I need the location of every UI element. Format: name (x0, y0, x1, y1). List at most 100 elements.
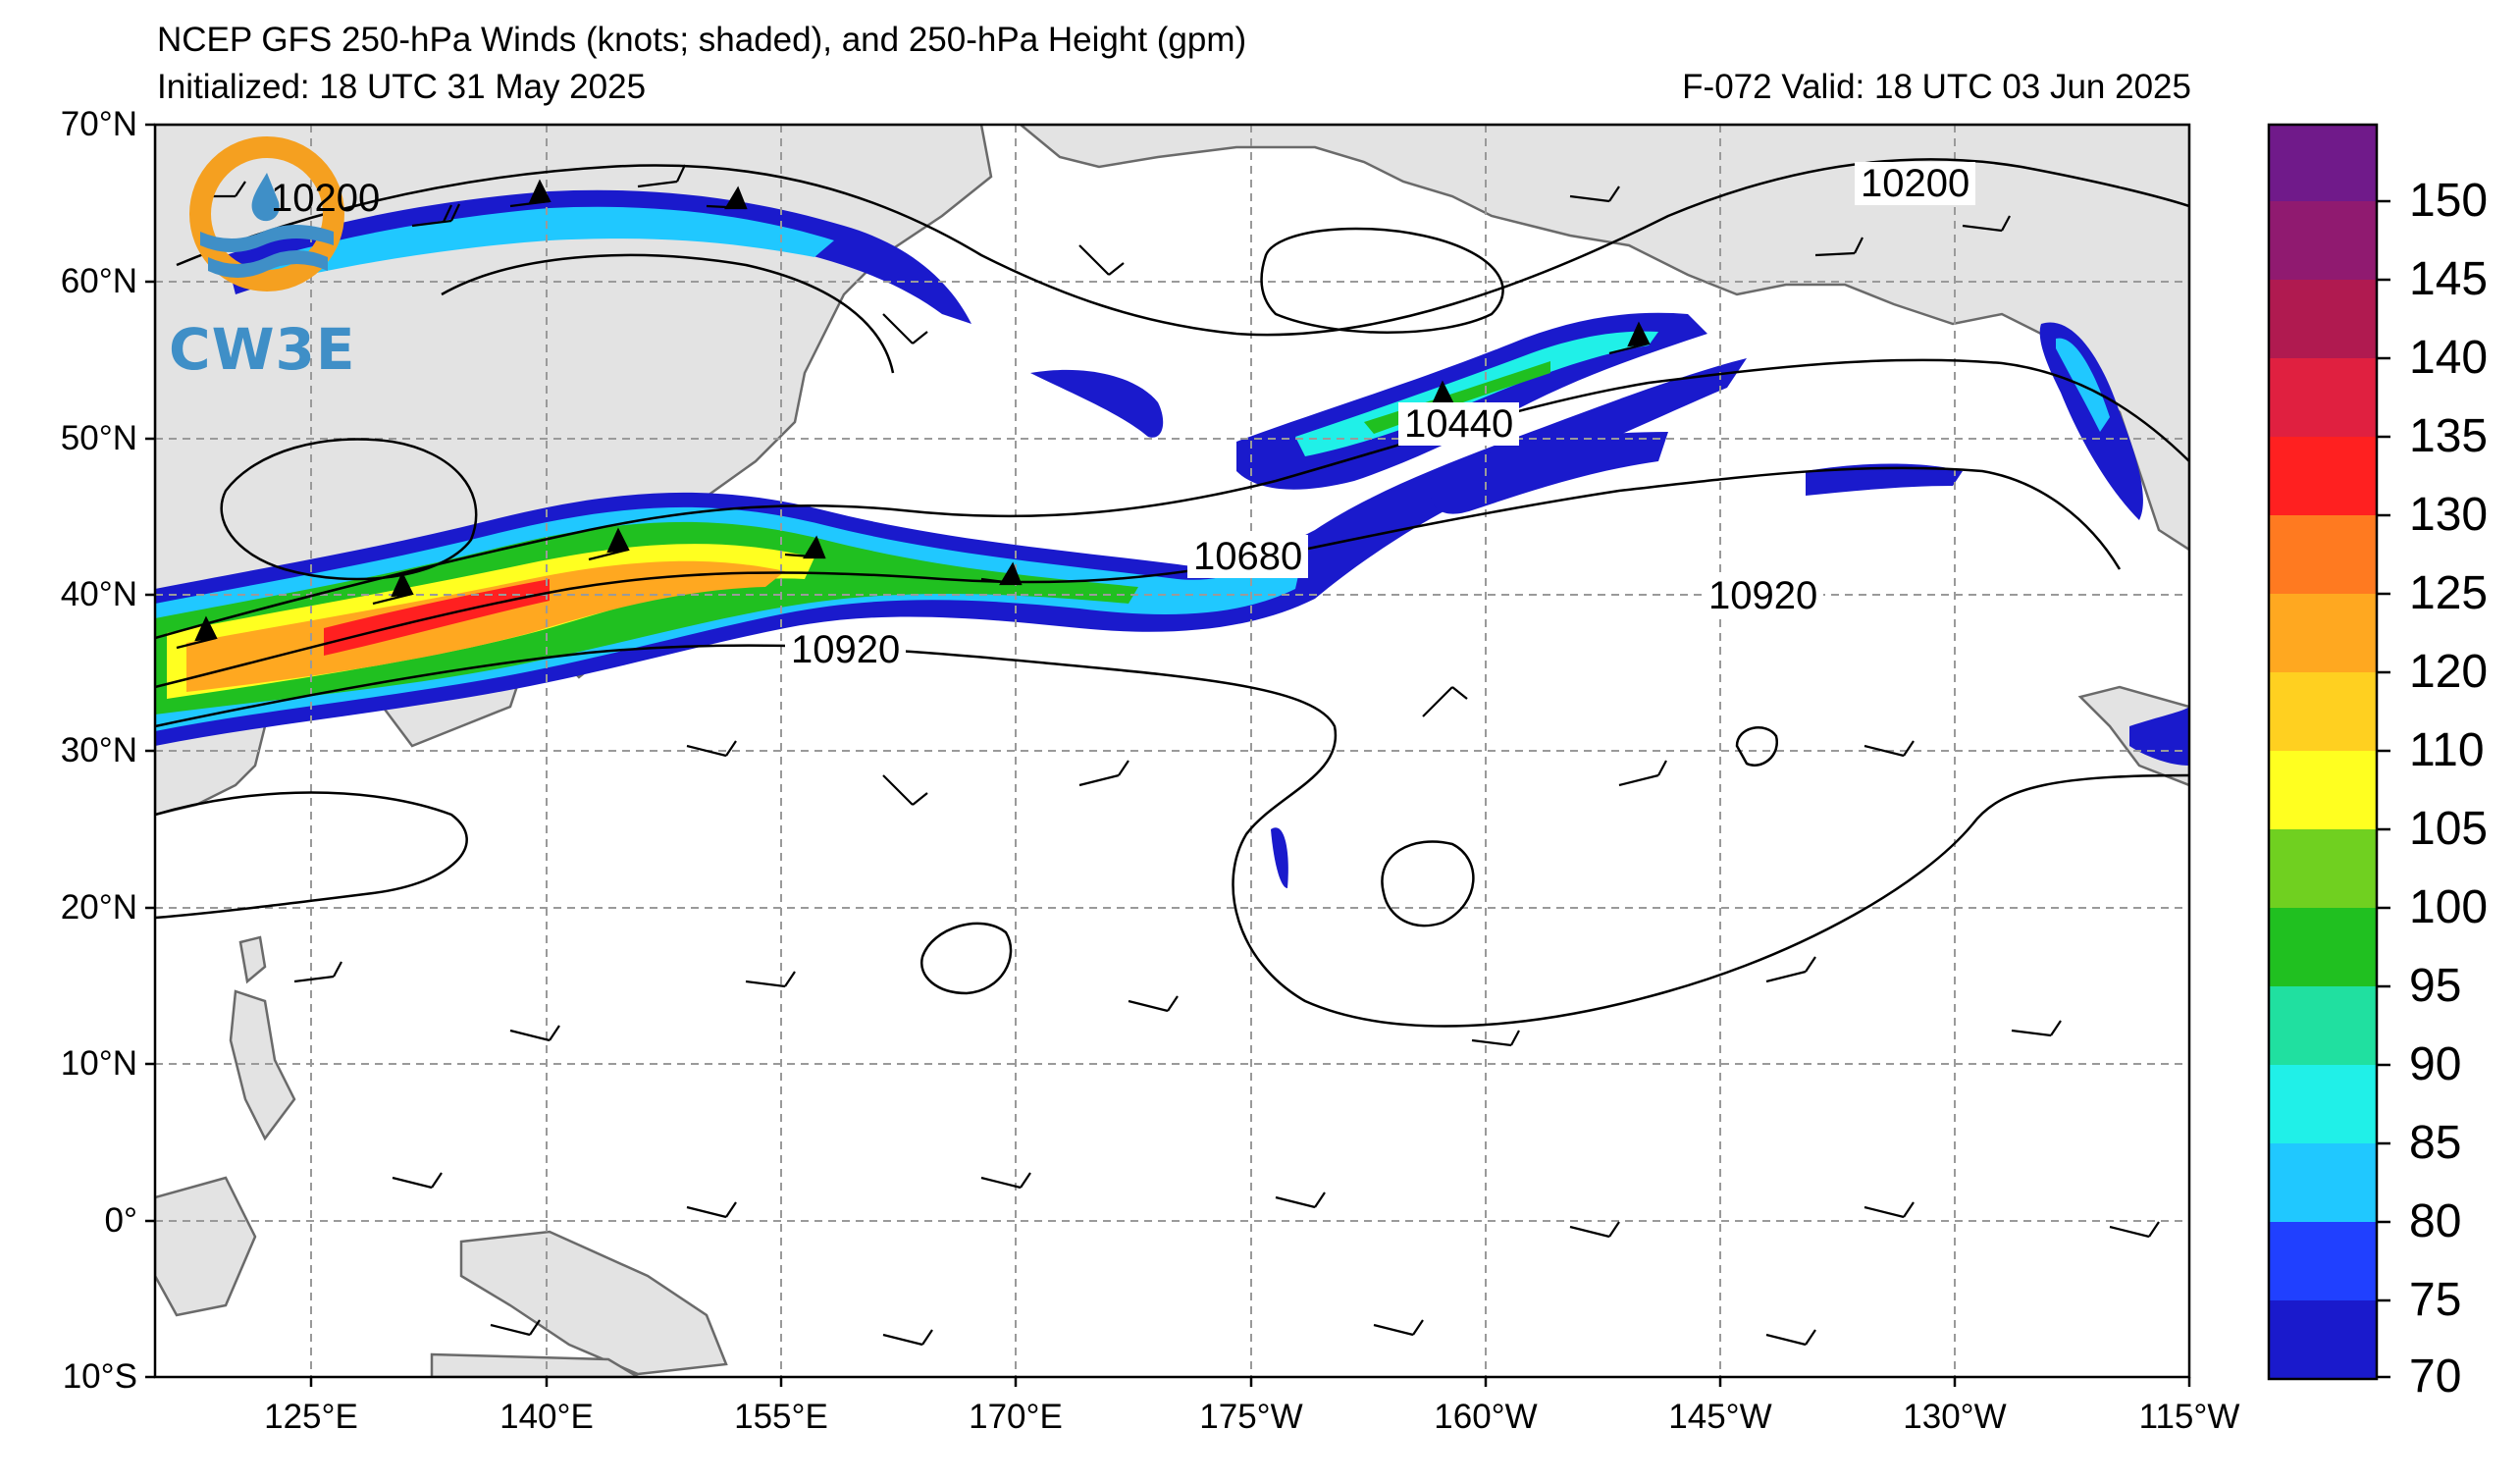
colorbar-label: 110 (2409, 724, 2485, 776)
coast-jet (2039, 322, 2143, 520)
lat-label: 60°N (60, 262, 137, 300)
wind-barb (1569, 185, 1620, 203)
wind-barb-pennant (588, 527, 630, 561)
lat-label: 10°S (62, 1357, 137, 1396)
contour-label-10200-west: 10200 (271, 177, 381, 220)
colorbar-label: 75 (2409, 1274, 2462, 1326)
wind-barb (2011, 1020, 2062, 1037)
wind-barb (1078, 244, 1125, 276)
graticule (155, 125, 2189, 1377)
contour-label-10920-east: 10920 (1703, 574, 1824, 617)
contour-10920 (155, 644, 2189, 1028)
contour-label-10680: 10680 (1187, 535, 1309, 578)
contour-label-10920-west: 10920 (785, 628, 907, 671)
init-time: Initialized: 18 UTC 31 May 2025 (157, 68, 647, 106)
secondary-jet (1430, 432, 1668, 514)
contour-label-10200: 10200 (1855, 162, 1976, 205)
contour-low-2 (220, 438, 478, 581)
wind-barb (1962, 215, 2011, 233)
cw3e-logo-icon (189, 136, 344, 291)
colorbar-label: 140 (2409, 332, 2489, 384)
wind-barb (1814, 237, 1864, 257)
wind-barb (1864, 1201, 1915, 1219)
colorbar (2267, 123, 2390, 1381)
lon-label: 130°W (1903, 1398, 2007, 1436)
wind-barb-pennant (784, 535, 826, 559)
lat-label: 0° (104, 1201, 137, 1240)
wind-barb (392, 1172, 443, 1190)
wind-barb-pennant (372, 571, 414, 606)
lon-label: 115°W (2138, 1398, 2240, 1436)
wind-barb (882, 1329, 933, 1347)
lon-label: 175°W (1199, 1398, 1303, 1436)
contour-10920-west (155, 791, 468, 920)
valid-time: F-072 Valid: 18 UTC 03 Jun 2025 (1682, 68, 2191, 106)
lat-label: 70°N (60, 105, 137, 143)
wind-barb-pennant (980, 561, 1023, 586)
wind-barb (882, 313, 928, 344)
wind-barb (1275, 1192, 1326, 1209)
lat-label: 20°N (60, 888, 137, 927)
colorbar-label: 80 (2409, 1195, 2462, 1247)
map-title: NCEP GFS 250-hPa Winds (knots; shaded), … (157, 21, 1247, 59)
colorbar-label: 90 (2409, 1038, 2462, 1090)
contour-10200 (176, 158, 2189, 337)
patch-us-west (2129, 707, 2189, 766)
colorbar-label: 150 (2409, 175, 2489, 227)
wind-barb (1765, 1329, 1816, 1347)
north-jet-inner (245, 206, 834, 287)
colorbar-label: 125 (2409, 567, 2489, 619)
australia-land (430, 1352, 641, 1377)
wind-barb (1373, 1319, 1424, 1337)
wind-barb (1569, 1221, 1620, 1239)
philippines-land (229, 935, 296, 1141)
wind-barb (293, 961, 342, 983)
wind-barb-pennant (176, 615, 218, 650)
colorbar-label: 120 (2409, 646, 2489, 698)
patch-165w (1271, 827, 1288, 888)
contour-low-1 (1260, 227, 1504, 334)
wind-barb (686, 1201, 737, 1219)
colorbar-label: 135 (2409, 410, 2489, 462)
contour-north-1 (441, 253, 895, 374)
wind-barb-pennant (1608, 321, 1651, 355)
contour-high-3 (1735, 726, 1779, 767)
contour-high-1 (1381, 840, 1475, 927)
lon-label: 125°E (264, 1398, 358, 1436)
new-guinea-land (459, 1230, 728, 1376)
wind-barb (1765, 956, 1816, 983)
lon-label: 140°E (499, 1398, 594, 1436)
wind-barb (2109, 1221, 2160, 1239)
wind-barb (1128, 995, 1179, 1013)
wind-barb (1618, 760, 1667, 787)
wind-barb (509, 1025, 560, 1042)
wind-barb (411, 203, 460, 228)
lon-label: 160°W (1434, 1398, 1538, 1436)
lat-label: 30°N (60, 731, 137, 769)
wind-barb-pennant (509, 179, 551, 208)
contour-10440 (155, 358, 2189, 640)
colorbar-label: 100 (2409, 881, 2489, 933)
lat-label: 40°N (60, 575, 137, 613)
cw3e-logo-text: CW3E (169, 316, 356, 383)
colorbar-label: 95 (2409, 960, 2462, 1012)
axis-ticks (145, 123, 2191, 1387)
wind-barb (745, 971, 796, 988)
wind-barb-pennant (706, 185, 748, 210)
wind-barb (1864, 740, 1915, 758)
wind-barb (490, 1319, 541, 1337)
colorbar-label: 145 (2409, 253, 2489, 305)
colorbar-label: 70 (2409, 1351, 2462, 1403)
borneo-land (155, 1176, 257, 1317)
contour-high-2 (919, 922, 1013, 995)
contour-label-10440: 10440 (1398, 402, 1520, 446)
wind-barb (1471, 1030, 1520, 1047)
lon-label: 170°E (969, 1398, 1063, 1436)
wind-barb (882, 774, 928, 806)
jet-band-125 (186, 560, 785, 692)
lon-label: 145°W (1668, 1398, 1772, 1436)
north-jet (226, 189, 971, 324)
patch-west-175 (1030, 369, 1164, 438)
colorbar-label: 130 (2409, 489, 2489, 541)
